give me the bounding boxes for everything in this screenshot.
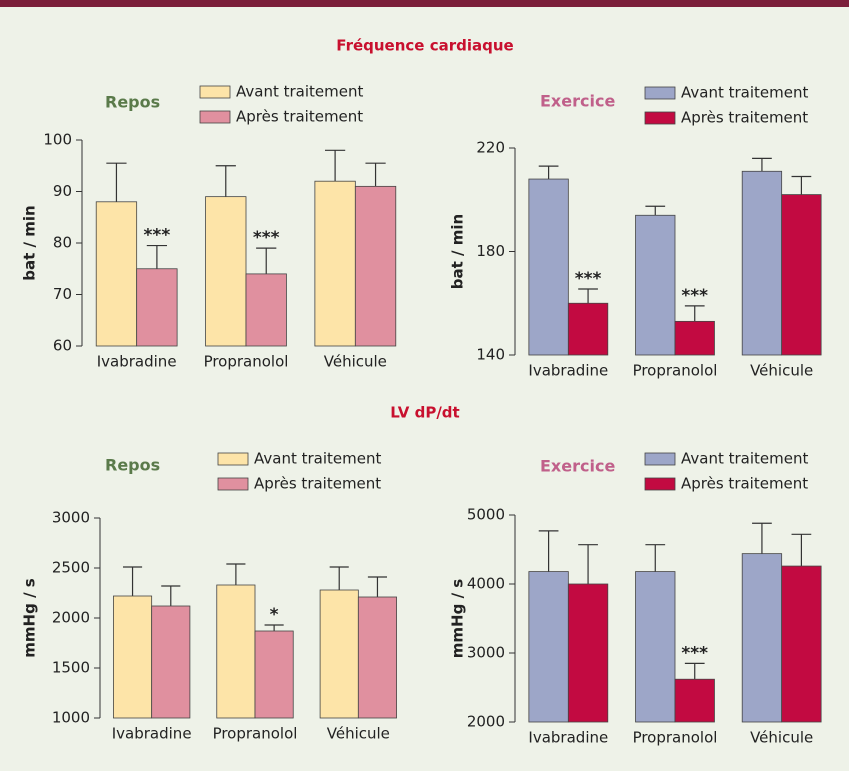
legend-label: Avant traitement — [254, 450, 381, 468]
bar — [216, 584, 256, 719]
x-tick-label: Propranolol — [633, 362, 718, 380]
x-tick-label: Véhicule — [324, 353, 387, 371]
significance-label: *** — [253, 228, 280, 248]
y-tick-label: 2500 — [52, 559, 90, 577]
bar — [136, 268, 178, 347]
significance-label: *** — [575, 269, 602, 289]
bar — [781, 565, 822, 723]
top-band — [0, 0, 849, 7]
y-axis-label: mmHg / s — [21, 578, 39, 657]
bar — [674, 678, 715, 723]
chart-title: Repos — [105, 456, 160, 475]
x-tick-label: Véhicule — [750, 362, 813, 380]
legend-label: Après traitement — [681, 475, 808, 493]
bar — [781, 194, 822, 356]
y-tick-label: 180 — [476, 242, 505, 260]
y-axis-label: bat / min — [21, 205, 39, 280]
significance-label: *** — [681, 286, 708, 306]
y-tick-label: 60 — [53, 337, 72, 355]
legend-label: Avant traitement — [681, 84, 808, 102]
x-tick-label: Propranolol — [633, 729, 718, 747]
bar — [567, 583, 609, 723]
y-tick-label: 140 — [476, 346, 505, 364]
legend-swatch — [644, 111, 676, 125]
bar — [357, 596, 397, 719]
x-tick-label: Véhicule — [750, 729, 813, 747]
y-tick-label: 1000 — [52, 709, 90, 727]
y-tick-label: 70 — [53, 285, 72, 303]
bar — [635, 571, 676, 723]
bar — [528, 178, 569, 356]
x-tick-label: Ivabradine — [112, 725, 192, 743]
bar — [245, 273, 287, 347]
y-axis-label: mmHg / s — [449, 579, 467, 658]
section-title: LV dP/dt — [390, 404, 459, 422]
legend-swatch — [644, 477, 676, 491]
legend-label: Après traitement — [681, 109, 808, 127]
legend-swatch — [217, 452, 249, 466]
y-tick-label: 3000 — [467, 644, 505, 662]
bar — [319, 589, 359, 719]
significance-label: * — [270, 605, 279, 625]
legend-swatch — [199, 85, 231, 99]
bar — [205, 196, 247, 347]
y-axis-label: bat / min — [449, 214, 467, 289]
bar — [567, 302, 609, 356]
bar — [113, 595, 153, 719]
legend-swatch — [644, 452, 676, 466]
y-tick-label: 2000 — [467, 713, 505, 731]
x-tick-label: Propranolol — [204, 353, 289, 371]
bar — [741, 553, 783, 723]
y-tick-label: 90 — [53, 182, 72, 200]
bar — [354, 185, 397, 347]
significance-label: *** — [681, 643, 708, 663]
legend-swatch — [644, 86, 676, 100]
significance-label: *** — [144, 226, 171, 246]
bar — [635, 214, 676, 356]
x-tick-label: Véhicule — [327, 725, 390, 743]
legend-swatch — [217, 477, 249, 491]
bar — [254, 630, 294, 719]
legend-label: Après traitement — [236, 108, 363, 126]
x-tick-label: Ivabradine — [528, 362, 608, 380]
y-tick-label: 1500 — [52, 659, 90, 677]
y-tick-label: 2000 — [52, 609, 90, 627]
section-title: Fréquence cardiaque — [336, 37, 513, 55]
legend-label: Après traitement — [254, 475, 381, 493]
y-tick-label: 80 — [53, 234, 72, 252]
x-tick-label: Ivabradine — [97, 353, 177, 371]
bar — [314, 180, 356, 347]
y-tick-label: 3000 — [52, 509, 90, 527]
x-tick-label: Propranolol — [213, 725, 298, 743]
legend-label: Avant traitement — [236, 83, 363, 101]
chart-title: Exercice — [540, 92, 615, 111]
bar — [528, 571, 569, 723]
legend-label: Avant traitement — [681, 450, 808, 468]
chart-title: Exercice — [540, 457, 615, 476]
y-tick-label: 100 — [43, 131, 72, 149]
y-tick-label: 5000 — [467, 506, 505, 524]
bar — [151, 605, 191, 719]
bar — [95, 201, 138, 347]
chart-title: Repos — [105, 93, 160, 112]
bar — [741, 170, 783, 356]
bar — [674, 320, 715, 356]
y-tick-label: 220 — [476, 139, 505, 157]
x-tick-label: Ivabradine — [528, 729, 608, 747]
y-tick-label: 4000 — [467, 575, 505, 593]
legend-swatch — [199, 110, 231, 124]
